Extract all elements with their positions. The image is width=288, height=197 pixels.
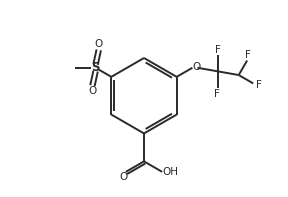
Text: S: S bbox=[91, 61, 100, 74]
Text: F: F bbox=[245, 50, 251, 60]
Text: F: F bbox=[256, 80, 262, 90]
Text: OH: OH bbox=[162, 167, 178, 177]
Text: O: O bbox=[88, 86, 96, 96]
Text: O: O bbox=[192, 62, 200, 72]
Text: F: F bbox=[215, 45, 221, 55]
Text: O: O bbox=[95, 39, 103, 49]
Text: F: F bbox=[214, 89, 220, 99]
Text: O: O bbox=[120, 172, 128, 182]
